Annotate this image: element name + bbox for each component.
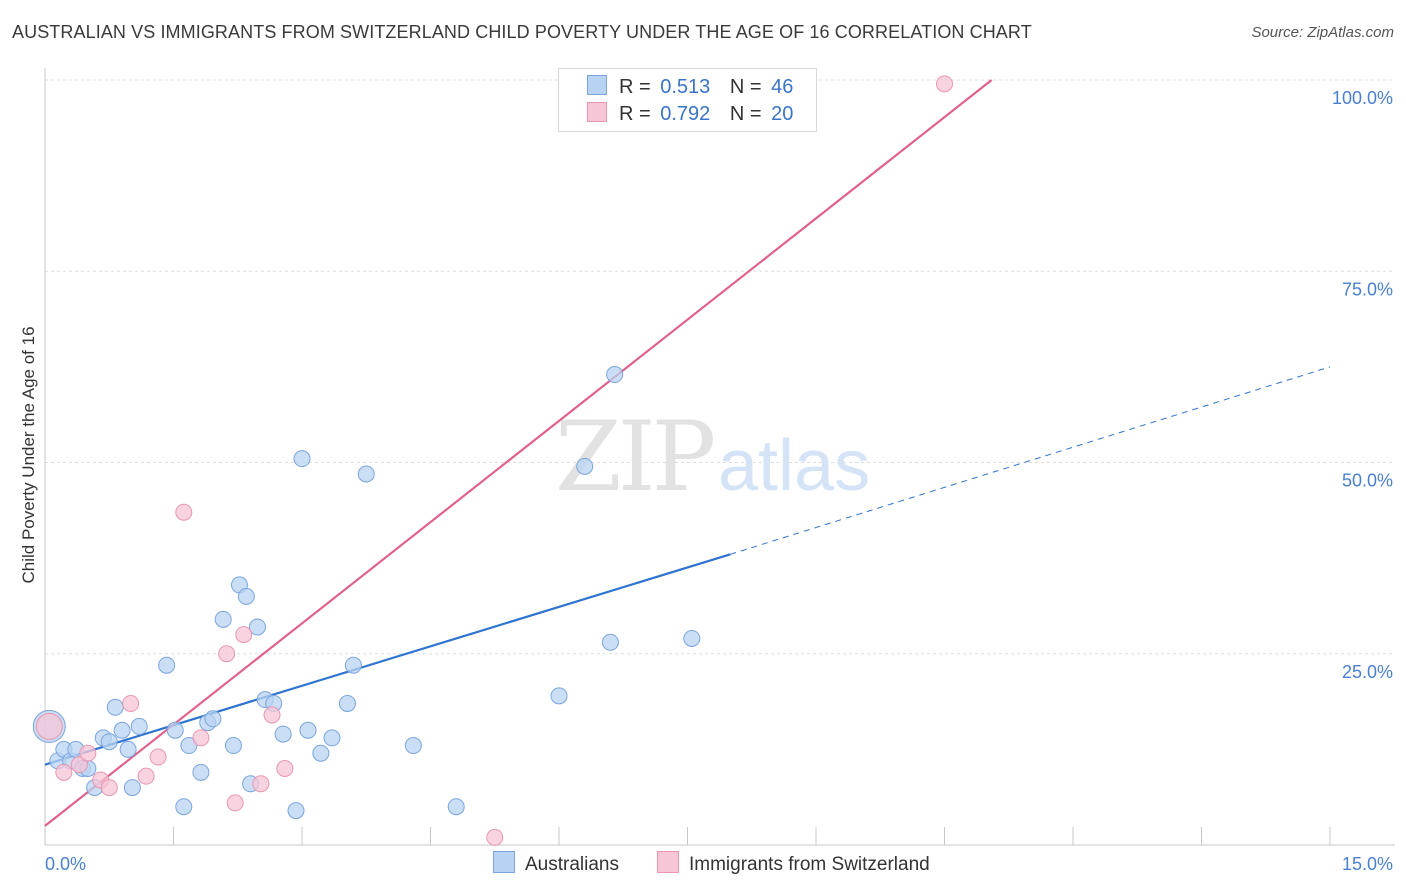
point-australians [338, 694, 356, 712]
point-switzerland [35, 712, 63, 740]
point-switzerland [70, 756, 88, 774]
point-australians [404, 737, 422, 755]
point-switzerland [122, 694, 140, 712]
point-switzerland [276, 760, 294, 777]
source-label: Source: ZipAtlas.com [1251, 24, 1394, 41]
point-australians [180, 737, 198, 755]
point-australians [287, 802, 305, 820]
y-axis-label: Child Poverty Under the Age of 16 [19, 326, 38, 583]
point-switzerland [218, 645, 236, 663]
point-switzerland [235, 626, 253, 644]
point-switzerland [486, 828, 504, 846]
point-australians [113, 721, 131, 739]
r-value: 0.792 [660, 103, 711, 125]
trend-line-australians [44, 553, 731, 766]
n-value: 20 [771, 103, 794, 125]
trend-lines [44, 79, 1331, 827]
legend-label: Australians [525, 854, 619, 875]
r-value: 0.513 [660, 76, 711, 98]
gridlines [45, 79, 1395, 655]
point-australians [299, 721, 317, 739]
watermark-zip: ZIP [555, 401, 714, 513]
point-australians [447, 798, 465, 816]
point-australians [158, 656, 176, 674]
watermark-atlas: atlas [718, 426, 870, 506]
point-australians [248, 618, 266, 636]
y-tick-label: 25.0% [1342, 662, 1393, 682]
x-tick-label: 15.0% [1342, 854, 1393, 874]
point-australians [576, 457, 594, 475]
point-switzerland [79, 744, 97, 762]
point-australians [312, 744, 330, 762]
point-switzerland [55, 763, 73, 781]
legend-row-immigrants-switzerland: R = 0.792 N = 20 [587, 102, 793, 128]
chart-title: AUSTRALIAN VS IMMIGRANTS FROM SWITZERLAN… [12, 22, 1032, 42]
point-switzerland [252, 775, 270, 793]
point-australians [224, 737, 242, 755]
point-australians [550, 687, 568, 705]
data-points [32, 75, 953, 846]
point-australians [166, 721, 184, 739]
trend-line-australians-extrapolated [730, 366, 1331, 555]
y-tick-label: 100.0% [1332, 88, 1393, 108]
point-switzerland [175, 503, 193, 521]
n-label: N = [729, 76, 762, 98]
point-australians [293, 450, 311, 468]
r-label: R = [619, 76, 651, 98]
point-australians [100, 733, 118, 751]
point-australians [175, 798, 193, 816]
point-switzerland [936, 75, 953, 93]
point-australians [123, 779, 141, 797]
point-switzerland [137, 767, 155, 785]
legend-swatch-pink [587, 102, 607, 122]
legend-item-australians: Australians [493, 851, 619, 876]
point-australians [106, 698, 124, 716]
point-switzerland [192, 729, 210, 747]
legend-swatch-pink [657, 851, 679, 873]
trend-line-switzerland [44, 79, 993, 827]
x-tick-label: 0.0% [45, 854, 86, 874]
n-label: N = [729, 103, 762, 125]
y-tick-label: 50.0% [1342, 471, 1393, 491]
point-australians [214, 610, 232, 628]
point-australians [274, 725, 292, 743]
legend-row-australians: R = 0.513 N = 46 [587, 75, 793, 101]
point-australians [357, 465, 375, 483]
legend-swatch-blue [587, 75, 607, 95]
point-australians [606, 366, 624, 384]
point-australians [683, 629, 701, 647]
legend-label: Immigrants from Switzerland [689, 854, 930, 875]
legend-item-immigrants-switzerland: Immigrants from Switzerland [657, 851, 930, 876]
point-switzerland [263, 706, 281, 724]
point-switzerland [100, 779, 118, 797]
point-australians [323, 729, 341, 747]
legend-swatch-blue [493, 851, 515, 873]
point-australians [237, 587, 255, 605]
point-australians [204, 710, 222, 728]
point-switzerland [226, 794, 244, 812]
point-switzerland [149, 748, 167, 766]
point-australians [601, 633, 619, 651]
point-australians [192, 763, 210, 781]
point-australians [119, 740, 137, 758]
series-legend: Australians Immigrants from Switzerland [0, 851, 1406, 879]
r-label: R = [619, 103, 651, 125]
y-tick-label: 75.0% [1342, 279, 1393, 299]
watermark: ZIP atlas [555, 401, 870, 513]
point-australians [130, 717, 148, 735]
point-australians [344, 656, 362, 674]
tick-labels: 25.0% 50.0% 75.0% 100.0% 0.0% 15.0% [45, 88, 1393, 874]
correlation-legend: R = 0.513 N = 46 R = 0.792 N = 20 [558, 68, 817, 132]
n-value: 46 [771, 76, 794, 98]
